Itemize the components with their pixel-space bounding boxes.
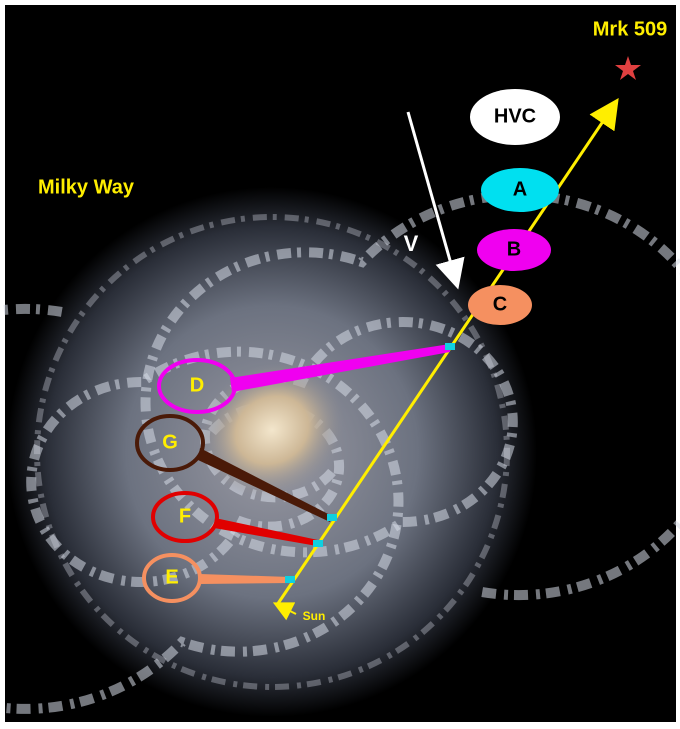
- absorber-label: F: [179, 505, 191, 527]
- absorber-label: E: [165, 566, 178, 588]
- cloud-label: A: [513, 178, 527, 200]
- cloud-label: B: [507, 238, 521, 260]
- absorber-label: G: [162, 431, 178, 453]
- velocity-label: V: [404, 231, 419, 256]
- galaxy-label: Milky Way: [38, 176, 135, 198]
- absorber-label: D: [190, 374, 204, 396]
- cloud-label: C: [493, 293, 507, 315]
- cloud-label: HVC: [494, 105, 536, 127]
- diagram: V Mrk 509 Milky Way HVC A B C D G F E Su…: [0, 0, 680, 729]
- target-label: Mrk 509: [593, 18, 668, 40]
- sun-label: Sun: [303, 609, 326, 623]
